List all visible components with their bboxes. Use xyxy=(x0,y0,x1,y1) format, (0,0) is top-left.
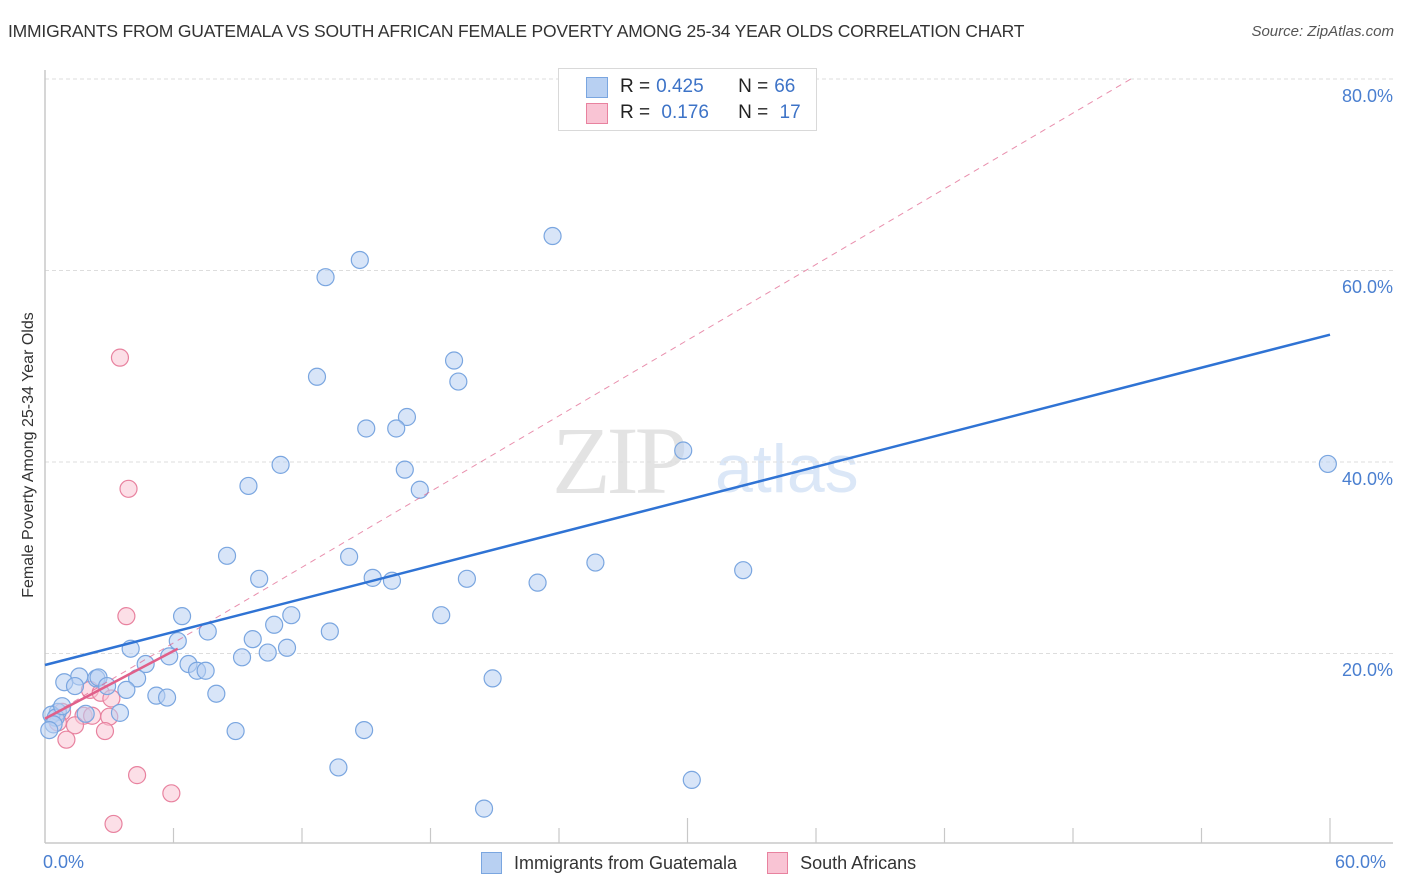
data-point xyxy=(271,455,290,474)
legend-label: South Africans xyxy=(800,852,917,873)
x-tick-max: 60.0% xyxy=(1335,852,1387,872)
trend-lines xyxy=(44,78,1331,720)
data-point xyxy=(162,784,181,803)
data-point xyxy=(397,407,417,427)
data-point xyxy=(168,631,187,651)
source-label: Source: ZipAtlas.com xyxy=(1251,23,1394,40)
axes xyxy=(44,70,1393,844)
n-value: 17 xyxy=(774,102,801,123)
y-tick-40: 40.0% xyxy=(1341,469,1393,489)
n-value: 66 xyxy=(774,76,796,97)
data-point xyxy=(65,716,85,735)
data-point xyxy=(258,643,277,662)
data-point xyxy=(316,268,335,287)
r-label: R = xyxy=(620,76,651,97)
data-point xyxy=(117,680,136,699)
data-point xyxy=(682,770,701,789)
series-legend: Immigrants from Guatemala South Africans xyxy=(481,852,946,874)
data-point xyxy=(217,546,237,565)
data-point xyxy=(57,730,76,749)
chart-title: IMMIGRANTS FROM GUATEMALA VS SOUTH AFRIC… xyxy=(8,21,1025,41)
data-point xyxy=(307,367,327,386)
data-point xyxy=(457,569,477,588)
data-point xyxy=(543,226,562,246)
data-point xyxy=(239,476,258,496)
data-point xyxy=(586,553,605,572)
data-point xyxy=(444,351,464,370)
data-point xyxy=(265,615,284,634)
pink-swatch-icon xyxy=(767,852,789,874)
data-point xyxy=(119,479,138,498)
data-point xyxy=(110,703,130,722)
correlation-legend: R = 0.425 N = 66 R = 0.176 N = 17 xyxy=(558,68,817,131)
legend-row-guatemala: R = 0.425 N = 66 xyxy=(586,75,795,99)
data-point xyxy=(127,766,147,785)
data-point xyxy=(226,721,245,741)
n-label: N = xyxy=(738,102,769,123)
data-point xyxy=(104,814,123,834)
legend-item-guatemala[interactable]: Immigrants from Guatemala xyxy=(481,852,737,874)
pink-swatch-icon xyxy=(586,102,608,124)
blue-swatch-icon xyxy=(481,852,502,874)
data-point xyxy=(157,688,177,707)
data-point xyxy=(110,348,130,367)
data-point xyxy=(277,638,297,657)
blue-swatch-icon xyxy=(586,76,608,98)
data-point xyxy=(1318,454,1337,474)
data-point xyxy=(65,676,85,696)
data-point xyxy=(363,568,382,587)
y-tick-20: 20.0% xyxy=(1341,660,1393,680)
data-point xyxy=(483,669,502,688)
data-point xyxy=(76,704,95,723)
gridlines xyxy=(45,78,1393,654)
r-label: R = xyxy=(620,102,651,123)
x-tick-min: 0.0% xyxy=(43,852,85,872)
data-point xyxy=(95,721,115,741)
data-point xyxy=(282,606,301,625)
data-point xyxy=(250,569,269,588)
n-label: N = xyxy=(738,76,769,97)
r-value: 0.176 xyxy=(656,102,709,123)
data-point xyxy=(734,561,753,580)
data-point xyxy=(232,648,252,667)
south-africans-points xyxy=(48,348,181,834)
data-point xyxy=(395,460,414,479)
data-point xyxy=(350,250,369,270)
data-point xyxy=(117,607,136,626)
data-point xyxy=(172,607,192,626)
guatemala-points xyxy=(40,226,1337,818)
data-point xyxy=(387,419,406,438)
data-point xyxy=(410,480,429,499)
data-point xyxy=(449,372,468,391)
legend-label: Immigrants from Guatemala xyxy=(514,852,738,873)
watermark-atlas: atlas xyxy=(715,431,859,507)
data-point xyxy=(207,684,226,703)
data-point xyxy=(432,606,451,625)
data-point xyxy=(196,661,215,680)
data-point xyxy=(329,758,348,777)
watermark-zip: ZIP xyxy=(552,407,688,514)
data-point xyxy=(357,419,376,438)
data-point xyxy=(674,441,693,460)
data-point xyxy=(40,720,59,740)
legend-row-south-africans: R = 0.176 N = 17 xyxy=(586,101,801,125)
r-value: 0.425 xyxy=(656,76,704,97)
data-point xyxy=(528,573,547,592)
data-point xyxy=(355,720,374,740)
legend-item-south-africans[interactable]: South Africans xyxy=(767,852,916,874)
y-tick-80: 80.0% xyxy=(1341,86,1393,106)
data-point xyxy=(474,799,494,818)
y-tick-60: 60.0% xyxy=(1341,277,1393,297)
data-point xyxy=(243,630,262,649)
data-point xyxy=(320,622,339,641)
data-point xyxy=(340,547,359,566)
